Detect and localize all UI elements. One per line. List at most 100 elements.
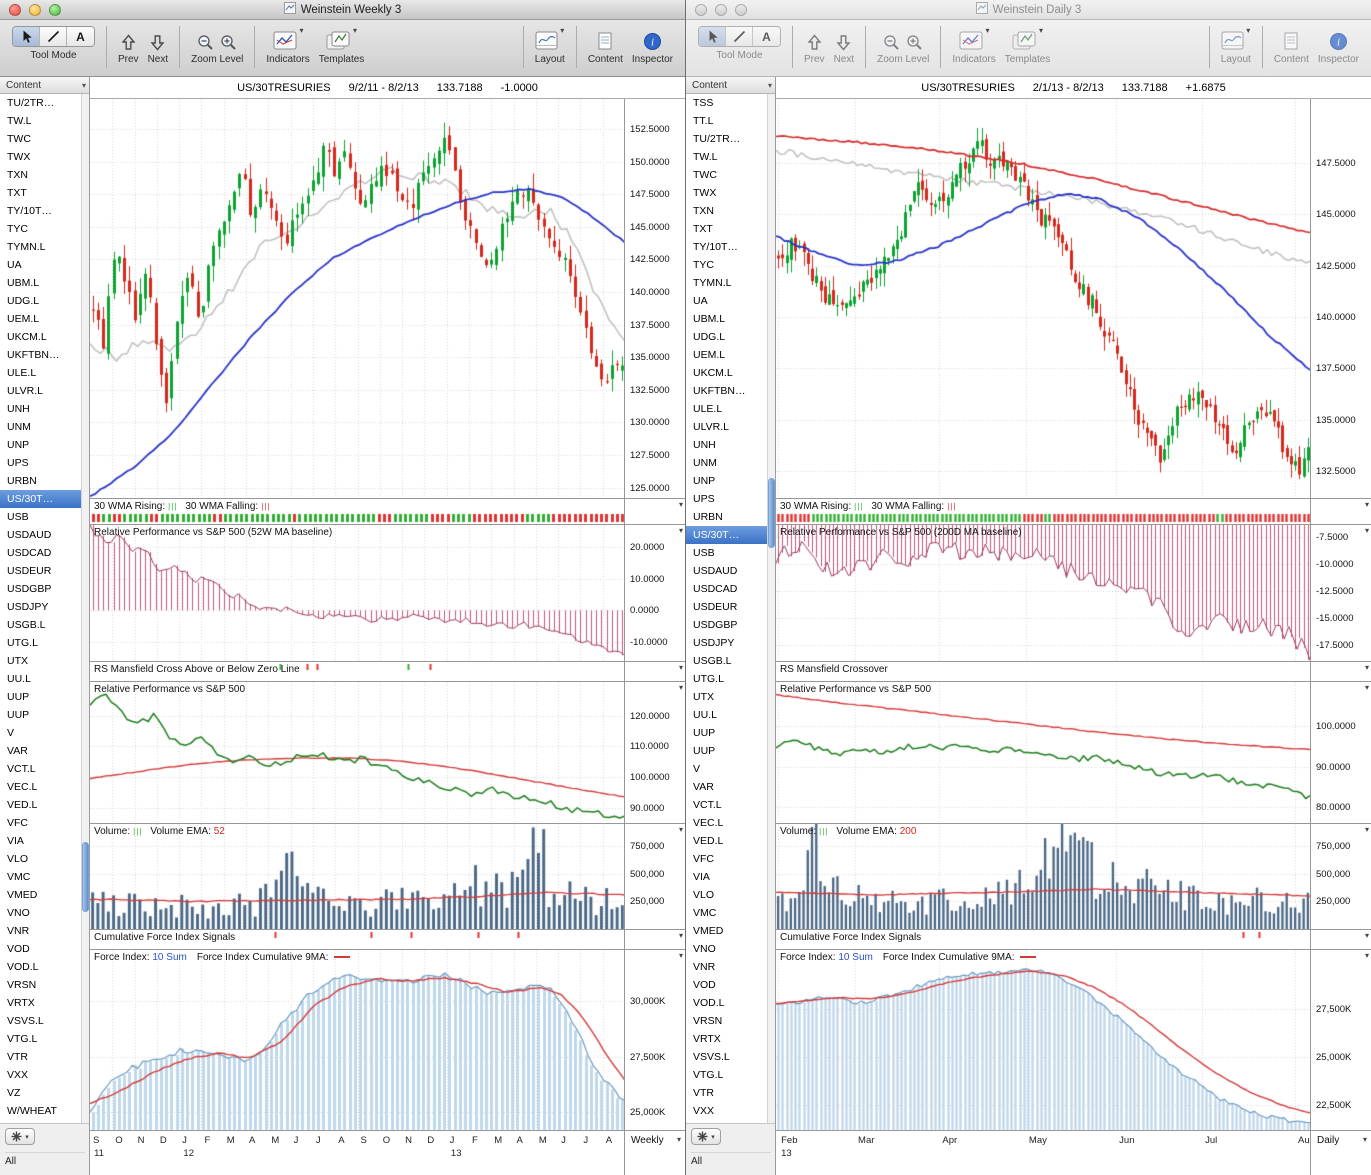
ticker-item[interactable]: VSVS.L [0, 1012, 81, 1030]
ticker-item[interactable]: UBM.L [686, 310, 767, 328]
panel-disclosure-icon[interactable]: ▾ [679, 663, 683, 672]
ticker-item[interactable]: UTG.L [0, 634, 81, 652]
sidebar-disclosure-icon[interactable]: ▾ [82, 81, 86, 90]
main-chart-canvas[interactable] [776, 99, 1310, 498]
ticker-item[interactable]: UTG.L [686, 670, 767, 688]
panel-disclosure-icon[interactable]: ▾ [679, 931, 683, 940]
ticker-item[interactable]: TW.L [686, 148, 767, 166]
ticker-item[interactable]: USDGBP [0, 580, 81, 598]
ticker-item[interactable]: UUP [686, 742, 767, 760]
ticker-item[interactable]: VXX [686, 1102, 767, 1120]
ticker-item[interactable]: UDG.L [0, 292, 81, 310]
ticker-list[interactable]: TSSTT.LTU/2TR…TW.LTWCTWXTXNTXTTY/10T…TYC… [686, 94, 775, 1123]
ticker-item[interactable]: UNM [686, 454, 767, 472]
panel-disclosure-icon[interactable]: ▾ [679, 951, 683, 960]
ticker-item[interactable]: UEM.L [0, 310, 81, 328]
ticker-item[interactable]: TSS [686, 94, 767, 112]
ticker-item[interactable]: USDJPY [686, 634, 767, 652]
indicators-button[interactable]: ▾ [273, 26, 304, 51]
ticker-item[interactable]: TW.L [0, 112, 81, 130]
ticker-item[interactable]: VMED [686, 922, 767, 940]
tool-draw-button[interactable] [40, 27, 67, 46]
close-button[interactable] [9, 4, 21, 16]
ticker-item[interactable]: TU/2TR… [0, 94, 81, 112]
titlebar[interactable]: Weinstein Weekly 3 [0, 0, 685, 20]
ticker-item[interactable]: UEM.L [686, 346, 767, 364]
ticker-item[interactable]: TWX [0, 148, 81, 166]
panel-disclosure-icon[interactable]: ▾ [679, 683, 683, 692]
group-filter-label[interactable]: All [5, 1152, 85, 1167]
ticker-item[interactable]: VAR [686, 778, 767, 796]
ticker-item[interactable]: VTG.L [686, 1066, 767, 1084]
ticker-item[interactable]: US/30T… [686, 526, 767, 544]
ticker-item[interactable]: VED.L [0, 796, 81, 814]
ticker-item[interactable]: UUP [686, 724, 767, 742]
ticker-item[interactable]: UA [686, 292, 767, 310]
ticker-item[interactable]: TYMN.L [0, 238, 81, 256]
volume-canvas[interactable] [776, 824, 1310, 929]
ticker-item[interactable]: VFC [686, 850, 767, 868]
ticker-item[interactable]: VEC.L [0, 778, 81, 796]
prev-button[interactable] [121, 26, 136, 51]
next-button[interactable] [836, 26, 851, 51]
ticker-item[interactable]: TWC [0, 130, 81, 148]
action-menu-button[interactable]: ▾ [5, 1128, 35, 1145]
ticker-item[interactable]: UNH [686, 436, 767, 454]
ticker-item[interactable]: USB [686, 544, 767, 562]
ticker-item[interactable]: UUP [0, 688, 81, 706]
tool-arrow-button[interactable] [699, 27, 726, 46]
ticker-item[interactable]: TYC [686, 256, 767, 274]
ticker-item[interactable]: VNO [0, 904, 81, 922]
ticker-item[interactable]: UU.L [686, 706, 767, 724]
content-button[interactable] [598, 26, 613, 51]
ticker-item[interactable]: VZ [0, 1084, 81, 1102]
price-axis[interactable]: 147.5000145.0000142.5000140.0000137.5000… [1310, 99, 1371, 498]
ticker-item[interactable]: W/WHEAT [0, 1102, 81, 1120]
ticker-item[interactable]: VTR [686, 1084, 767, 1102]
ticker-item[interactable]: ULE.L [0, 364, 81, 382]
sidebar-scrollbar[interactable] [81, 94, 89, 1123]
ticker-item[interactable]: VMC [686, 904, 767, 922]
minimize-button[interactable] [715, 4, 727, 16]
sidebar-disclosure-icon[interactable]: ▾ [768, 81, 772, 90]
ticker-item[interactable]: VEC.L [686, 814, 767, 832]
ticker-item[interactable]: UU.L [0, 670, 81, 688]
ticker-item[interactable]: VSVS.L [686, 1048, 767, 1066]
ticker-item[interactable]: USDCAD [0, 544, 81, 562]
sidebar-header[interactable]: Content ▾ [686, 77, 775, 94]
ticker-item[interactable]: UPS [0, 454, 81, 472]
tool-draw-button[interactable] [726, 27, 753, 46]
ticker-item[interactable]: TY/10T… [0, 202, 81, 220]
ticker-item[interactable]: USDGBP [686, 616, 767, 634]
ticker-item[interactable]: UTX [0, 652, 81, 670]
ticker-item[interactable]: VAR [0, 742, 81, 760]
ticker-item[interactable]: UKCM.L [0, 328, 81, 346]
ticker-item[interactable]: VXX [0, 1066, 81, 1084]
tool-text-button[interactable]: A [753, 27, 780, 46]
ticker-item[interactable]: VRTX [686, 1030, 767, 1048]
ticker-item[interactable]: VRSN [686, 1012, 767, 1030]
volume-canvas[interactable] [90, 824, 625, 929]
ticker-item[interactable]: ULVR.L [0, 382, 81, 400]
scrollbar-thumb[interactable] [82, 842, 89, 912]
ticker-item[interactable]: TYMN.L [686, 274, 767, 292]
ticker-item[interactable]: UDG.L [686, 328, 767, 346]
zoom-out-button[interactable] [197, 26, 214, 51]
zoom-window-button[interactable] [49, 4, 61, 16]
ticker-item[interactable]: UPS [686, 490, 767, 508]
templates-button[interactable]: ▾ [326, 26, 357, 51]
ticker-item[interactable]: UKFTBN… [686, 382, 767, 400]
ticker-item[interactable]: USGB.L [686, 652, 767, 670]
time-axis[interactable]: SONDJFMAMJJASONDJFMAMJJA111213 Weekly ▾ [90, 1130, 685, 1175]
templates-button[interactable]: ▾ [1012, 26, 1043, 51]
time-axis[interactable]: FebMarAprMayJunJulAug13 Daily ▾ [776, 1130, 1371, 1175]
ticker-item[interactable]: VED.L [686, 832, 767, 850]
ticker-item[interactable]: USDEUR [686, 598, 767, 616]
ticker-item[interactable]: USDJPY [0, 598, 81, 616]
ticker-item[interactable]: V [686, 760, 767, 778]
ticker-item[interactable]: VIA [686, 868, 767, 886]
ticker-item[interactable]: VIA [0, 832, 81, 850]
ticker-item[interactable]: ULE.L [686, 400, 767, 418]
ticker-item[interactable]: TWC [686, 166, 767, 184]
ticker-list[interactable]: TU/2TR…TW.LTWCTWXTXNTXTTY/10T…TYCTYMN.LU… [0, 94, 89, 1123]
